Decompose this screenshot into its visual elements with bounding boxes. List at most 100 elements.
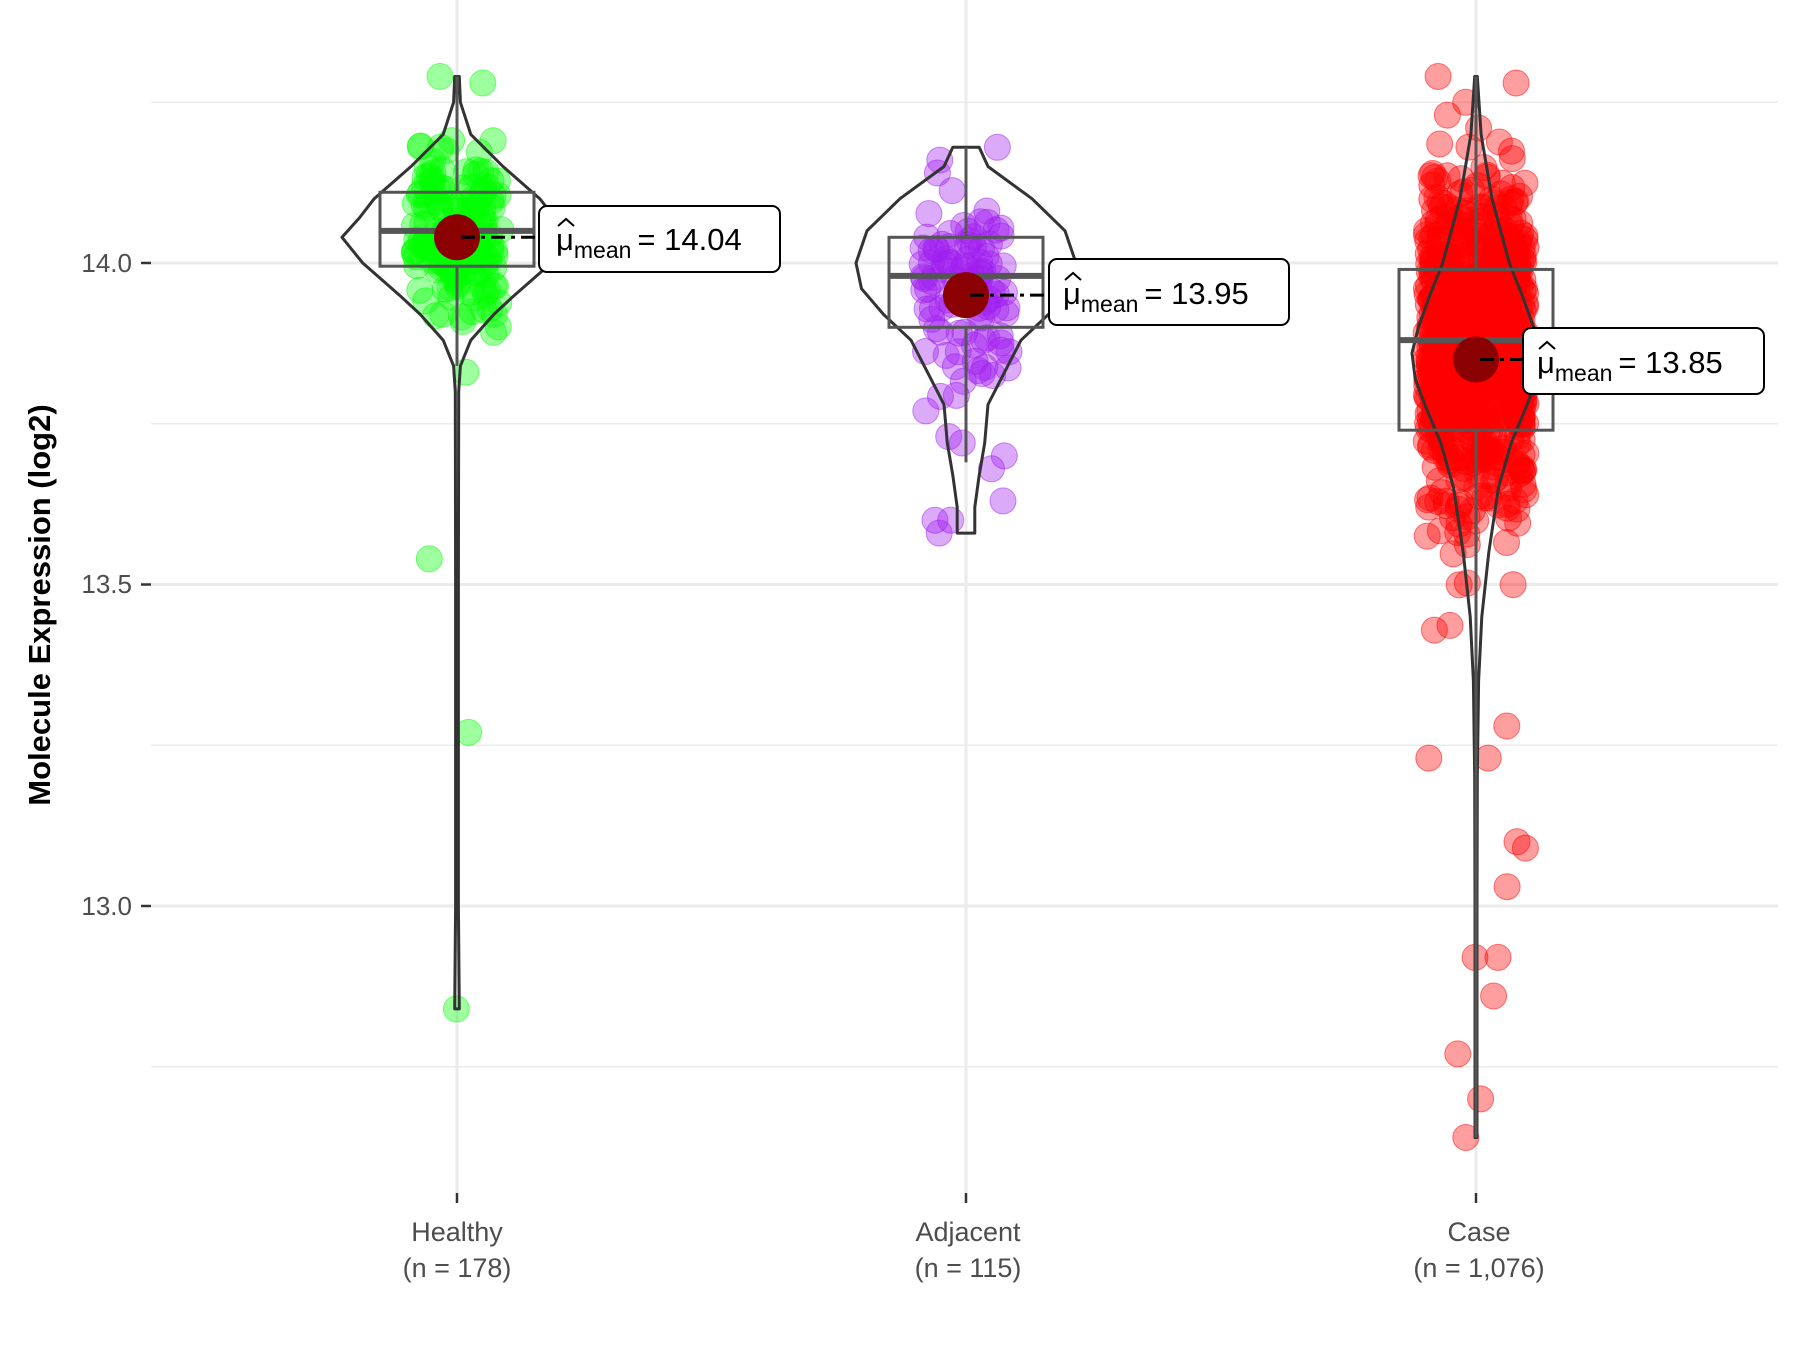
mean-label-text: μmean = 14.04 [556, 222, 742, 263]
mean-marker [1453, 336, 1499, 383]
series-layer [340, 63, 1555, 1151]
data-point [418, 167, 446, 195]
data-point [484, 181, 512, 209]
hat-icon [1538, 340, 1556, 350]
data-point [426, 63, 454, 90]
data-point [1472, 462, 1500, 490]
data-point [1436, 611, 1464, 639]
x-tick-label-case: Case [1447, 1217, 1510, 1247]
data-point [987, 336, 1015, 364]
data-point [1498, 145, 1526, 173]
data-point [1431, 292, 1459, 320]
data-point [1484, 943, 1512, 971]
data-point [1473, 439, 1501, 467]
mean-label-text: μmean = 13.85 [1537, 345, 1723, 386]
data-point [1475, 307, 1503, 335]
data-point [469, 273, 496, 301]
data-point [1492, 401, 1520, 429]
data-point [432, 175, 460, 203]
data-point [973, 197, 1001, 225]
data-point [432, 137, 460, 165]
data-point [1460, 217, 1488, 245]
y-tick-label: 13.5 [81, 569, 132, 599]
data-point [1467, 283, 1495, 311]
mean-label-box [1048, 258, 1290, 326]
series-healthy [340, 63, 574, 1023]
data-point [1452, 1124, 1480, 1151]
data-point [1499, 571, 1527, 599]
data-point [921, 506, 949, 534]
data-point [1433, 492, 1460, 520]
data-point [989, 487, 1017, 515]
data-point [1508, 441, 1536, 469]
data-point [1502, 187, 1530, 215]
data-point [972, 242, 1000, 270]
data-point [401, 190, 429, 217]
data-point [1495, 504, 1522, 532]
data-point [1473, 406, 1501, 434]
data-point [941, 353, 969, 381]
data-point [465, 138, 493, 166]
data-point [949, 367, 977, 395]
data-point [1444, 1040, 1472, 1068]
data-point [473, 173, 501, 201]
series-adjacent [854, 133, 1078, 547]
data-point [469, 69, 497, 97]
x-tick-count-adjacent: (n = 115) [915, 1253, 1022, 1283]
data-point [1420, 616, 1448, 644]
data-point [1506, 272, 1534, 300]
data-point [1421, 163, 1449, 191]
data-point [1415, 744, 1443, 772]
data-point [411, 164, 439, 191]
data-point [1490, 286, 1518, 314]
x-tick-label-adjacent: Adjacent [915, 1217, 1021, 1247]
axis-layer: 14.0 13.5 13.0 Molecule Expression (log2… [22, 248, 1545, 1283]
box [887, 235, 1045, 329]
data-point [1495, 294, 1523, 322]
data-point [1424, 206, 1452, 234]
data-point [1502, 69, 1530, 97]
data-point [1418, 224, 1446, 252]
data-point [942, 381, 970, 409]
data-point [402, 243, 430, 271]
mean-label-case: μmean = 13.85 [1522, 327, 1765, 395]
data-point [427, 133, 455, 161]
mean-label-healthy: μmean = 14.04 [538, 205, 781, 273]
data-point [1424, 488, 1452, 515]
points-healthy [400, 63, 515, 1023]
data-point [989, 252, 1017, 280]
data-point [1510, 476, 1538, 504]
data-point [469, 196, 497, 224]
series-case [1397, 63, 1555, 1151]
data-point [1415, 493, 1443, 521]
x-tick-count-case: (n = 1,076) [1413, 1253, 1544, 1283]
data-point [1416, 484, 1444, 512]
data-point [1418, 371, 1446, 399]
data-point [1466, 247, 1494, 275]
data-point [479, 127, 507, 155]
data-point [973, 208, 1001, 236]
data-point [983, 133, 1011, 161]
data-point [415, 545, 443, 573]
data-point [1498, 373, 1526, 401]
mean-label-box [1522, 327, 1765, 395]
data-point [453, 158, 481, 186]
data-point [470, 176, 498, 204]
data-point [987, 329, 1015, 357]
data-point [1511, 834, 1539, 862]
data-point [429, 300, 457, 328]
data-point [909, 234, 937, 262]
data-point [480, 318, 508, 346]
hat-icon [557, 217, 575, 227]
x-tick-label-healthy: Healthy [411, 1217, 503, 1247]
data-point [912, 397, 940, 425]
mean-label-text: μmean = 13.95 [1063, 276, 1249, 317]
data-point [428, 155, 456, 183]
data-point [1433, 101, 1461, 129]
mean-label-adjacent: μmean = 13.95 [1048, 258, 1290, 326]
data-point [978, 455, 1005, 483]
data-point [932, 245, 960, 273]
data-point [1439, 540, 1467, 568]
mean-marker [434, 214, 480, 261]
data-point [1506, 392, 1533, 420]
